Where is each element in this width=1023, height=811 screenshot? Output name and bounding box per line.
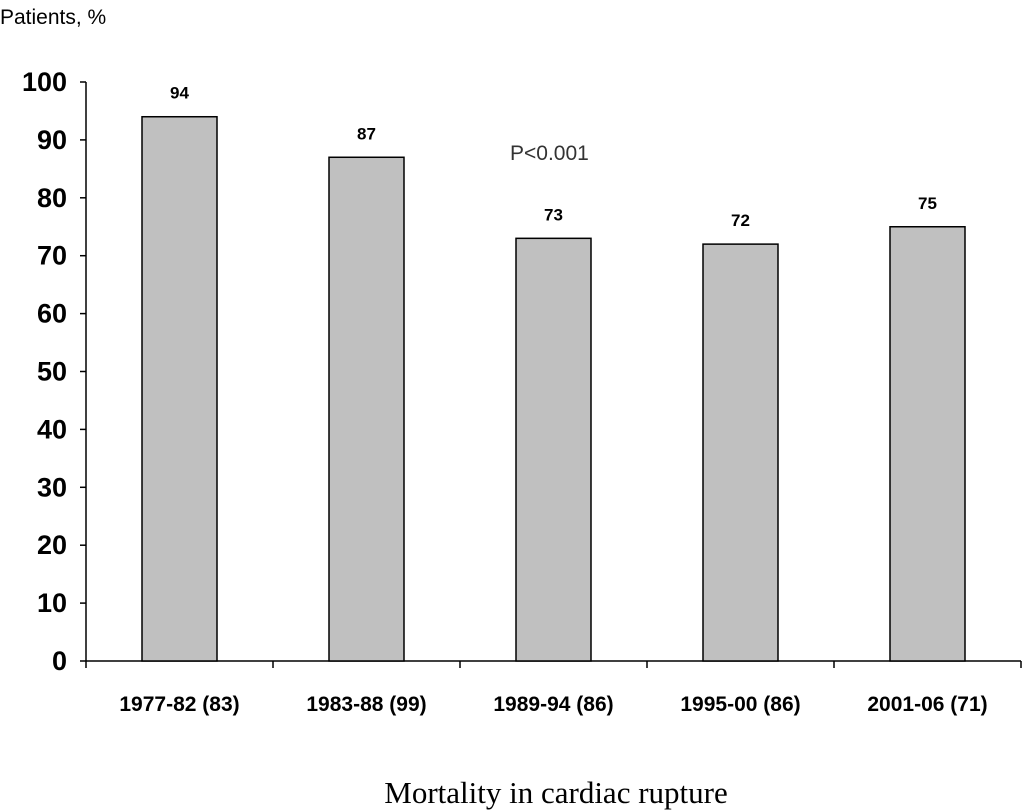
bar <box>889 226 966 662</box>
y-tick-label: 20 <box>37 530 67 560</box>
y-tick-label: 0 <box>52 646 67 676</box>
x-tick-label: 1983-88 (99) <box>306 693 426 716</box>
x-axis-label: Mortality in cardiac rupture <box>384 775 727 810</box>
bar <box>141 115 218 662</box>
p-value-annotation: P<0.001 <box>510 142 589 165</box>
y-tick-label: 60 <box>37 299 67 329</box>
data-label: 75 <box>918 194 937 213</box>
y-tick-label: 100 <box>22 67 67 97</box>
x-tick-label: 1995-00 (86) <box>680 693 800 716</box>
bar <box>328 156 405 662</box>
y-tick-label: 90 <box>37 125 67 155</box>
y-tick-label: 10 <box>37 588 67 618</box>
data-label: 94 <box>170 84 189 103</box>
plot-area: 0 10 20 30 40 50 60 70 80 90 100 94 1977-82 (83) 87 19… <box>22 67 1022 716</box>
data-label: 87 <box>357 124 376 143</box>
y-tick-label: 80 <box>37 183 67 213</box>
x-tick-label: 2001-06 (71) <box>867 693 987 716</box>
y-axis-label: Patients, % <box>0 6 106 29</box>
x-tick-label: 1989-94 (86) <box>493 693 613 716</box>
data-label: 73 <box>544 205 563 224</box>
y-tick-label: 40 <box>37 414 67 444</box>
y-tick-label: 70 <box>37 241 67 271</box>
y-tick-label: 50 <box>37 357 67 387</box>
data-label: 72 <box>731 211 750 230</box>
bar <box>515 237 592 662</box>
x-tick-label: 1977-82 (83) <box>119 693 239 716</box>
bar <box>702 243 779 662</box>
y-tick-label: 30 <box>37 472 67 502</box>
